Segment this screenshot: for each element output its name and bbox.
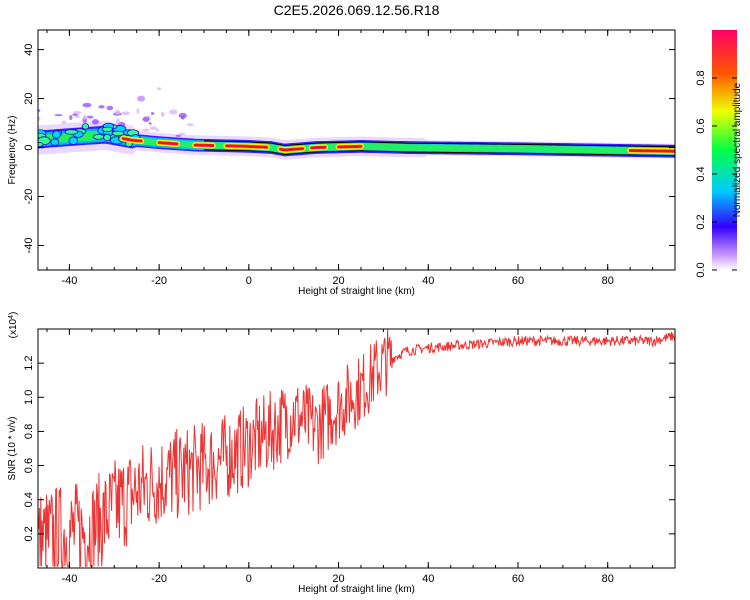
spectrogram-noise	[137, 95, 146, 102]
colorbar-tick-label: 0.0	[695, 262, 707, 277]
spectrogram-noise	[148, 122, 152, 125]
bot-y-tick-label: 0.6	[23, 458, 35, 473]
bot-x-tick-label: 60	[512, 573, 524, 585]
spectrogram-peak	[628, 149, 675, 153]
spectrogram-noise	[69, 115, 73, 121]
spectrogram-noise	[168, 109, 178, 115]
spectrogram-noise	[91, 118, 99, 125]
bot-y-tick-label: 0.2	[23, 526, 35, 541]
spectrogram-peak	[157, 141, 179, 146]
bot-x-tick-label: -40	[61, 573, 77, 585]
spectrogram-noise	[136, 108, 140, 114]
spectrogram-noise	[98, 105, 105, 109]
snr-area	[38, 329, 675, 568]
spectrogram-noise	[141, 128, 151, 132]
colorbar-label: Normalized spectral amplitude	[732, 82, 743, 217]
top-x-tick-label: 60	[512, 275, 524, 287]
spectrogram-noise	[121, 111, 130, 116]
bot-x-tick-label: 40	[422, 573, 434, 585]
spectrogram-blob	[50, 138, 60, 146]
spectrogram-noise	[178, 112, 187, 119]
spectrogram-noise	[155, 128, 160, 132]
bot-y-tick-label: 0.8	[23, 424, 35, 439]
snr-plot	[38, 329, 675, 568]
top-y-tick-label: 40	[23, 43, 35, 55]
spectrogram-blob	[92, 133, 105, 140]
spectrogram-peak	[337, 144, 363, 149]
spectrogram-noise	[157, 87, 162, 91]
spectrogram-noise	[115, 118, 120, 125]
spectrogram-noise	[106, 105, 114, 111]
bot-x-axis-label: Height of straight line (km)	[298, 584, 415, 595]
spectrogram-band	[38, 130, 675, 155]
top-y-tick-label: 0	[23, 144, 35, 150]
colorbar-tick-label: 0.8	[695, 70, 707, 85]
spectrogram-noise	[149, 126, 158, 131]
top-x-tick-label: 20	[332, 275, 344, 287]
page-title: C2E5.2026.069.12.56.R18	[273, 2, 440, 18]
bot-y-tick-label: 1.0	[23, 390, 35, 405]
top-y-tick-label: 20	[23, 92, 35, 104]
top-y-axis-label: Frequency (Hz)	[7, 116, 18, 185]
spectrogram-noise	[175, 134, 182, 137]
bot-x-tick-label: 80	[602, 573, 614, 585]
top-x-tick-label: -20	[151, 275, 167, 287]
colorbar-tick-label: 0.2	[695, 214, 707, 229]
spectrogram-noise	[38, 109, 41, 112]
top-y-tick-label: -40	[23, 238, 35, 254]
spectrogram-peak	[224, 144, 269, 149]
spectrogram-noise	[72, 113, 78, 116]
spectrogram-noise	[114, 109, 121, 115]
spectrogram-noise	[82, 114, 88, 120]
spectrogram-peak	[310, 145, 327, 150]
spectrogram-noise	[150, 111, 155, 116]
spectrogram-blob	[64, 129, 79, 135]
spectrogram-noise	[54, 114, 63, 117]
spectrogram-noise	[142, 116, 150, 123]
bot-x-tick-label: -20	[151, 573, 167, 585]
spectrogram-noise	[186, 123, 194, 127]
axes: -40 -20 0 20 40 60 80 -40 -20 0 20 40 Height of stra…	[7, 29, 676, 595]
bot-y-axis-label: SNR (10 * v/v)	[7, 417, 18, 481]
spectrogram-blob	[68, 136, 79, 145]
spectrogram-contour	[203, 140, 675, 148]
spectrogram-blob	[101, 126, 114, 132]
spectrogram-noise	[38, 116, 41, 122]
spectrogram-noise	[86, 115, 94, 119]
spectrogram-blob	[81, 123, 90, 130]
colorbar-tick-label: 0.4	[695, 166, 707, 181]
spectrogram-noise	[82, 102, 92, 108]
spectrogram-noise	[160, 111, 165, 118]
spectrogram-plot	[38, 87, 675, 160]
top-x-tick-label: 0	[246, 275, 252, 287]
spectrogram-blob	[103, 133, 111, 142]
spectrogram-area	[38, 87, 675, 160]
snr-line	[38, 329, 675, 568]
top-x-axis-label: Height of straight line (km)	[298, 286, 415, 297]
colorbar-gradient	[712, 30, 737, 270]
spectrogram-peak	[278, 147, 305, 152]
spectrogram-noise	[178, 132, 186, 136]
top-frame	[37, 29, 676, 271]
top-y-tick-label: -20	[23, 189, 35, 205]
bot-y-tick-label: 1.2	[23, 355, 35, 370]
colorbar: 0.0 0.2 0.4 0.6 0.8 Normalized spectral ampli…	[695, 30, 743, 278]
bot-x-tick-label: 20	[332, 573, 344, 585]
spectrogram-blob	[111, 130, 125, 137]
bot-frame	[37, 328, 676, 569]
spectrogram-blob	[52, 130, 61, 139]
bot-y-tick-label: 0.4	[23, 492, 35, 507]
spectrogram-noise	[61, 120, 67, 125]
spectrogram-contour	[203, 149, 675, 157]
top-x-tick-label: 40	[422, 275, 434, 287]
top-x-tick-label: -40	[61, 275, 77, 287]
bot-y-multiplier: (x104)	[8, 312, 20, 339]
top-x-tick-label: 80	[602, 275, 614, 287]
bot-x-tick-label: 0	[246, 573, 252, 585]
spectrogram-peak	[121, 137, 143, 143]
colorbar-tick-label: 0.6	[695, 118, 707, 133]
